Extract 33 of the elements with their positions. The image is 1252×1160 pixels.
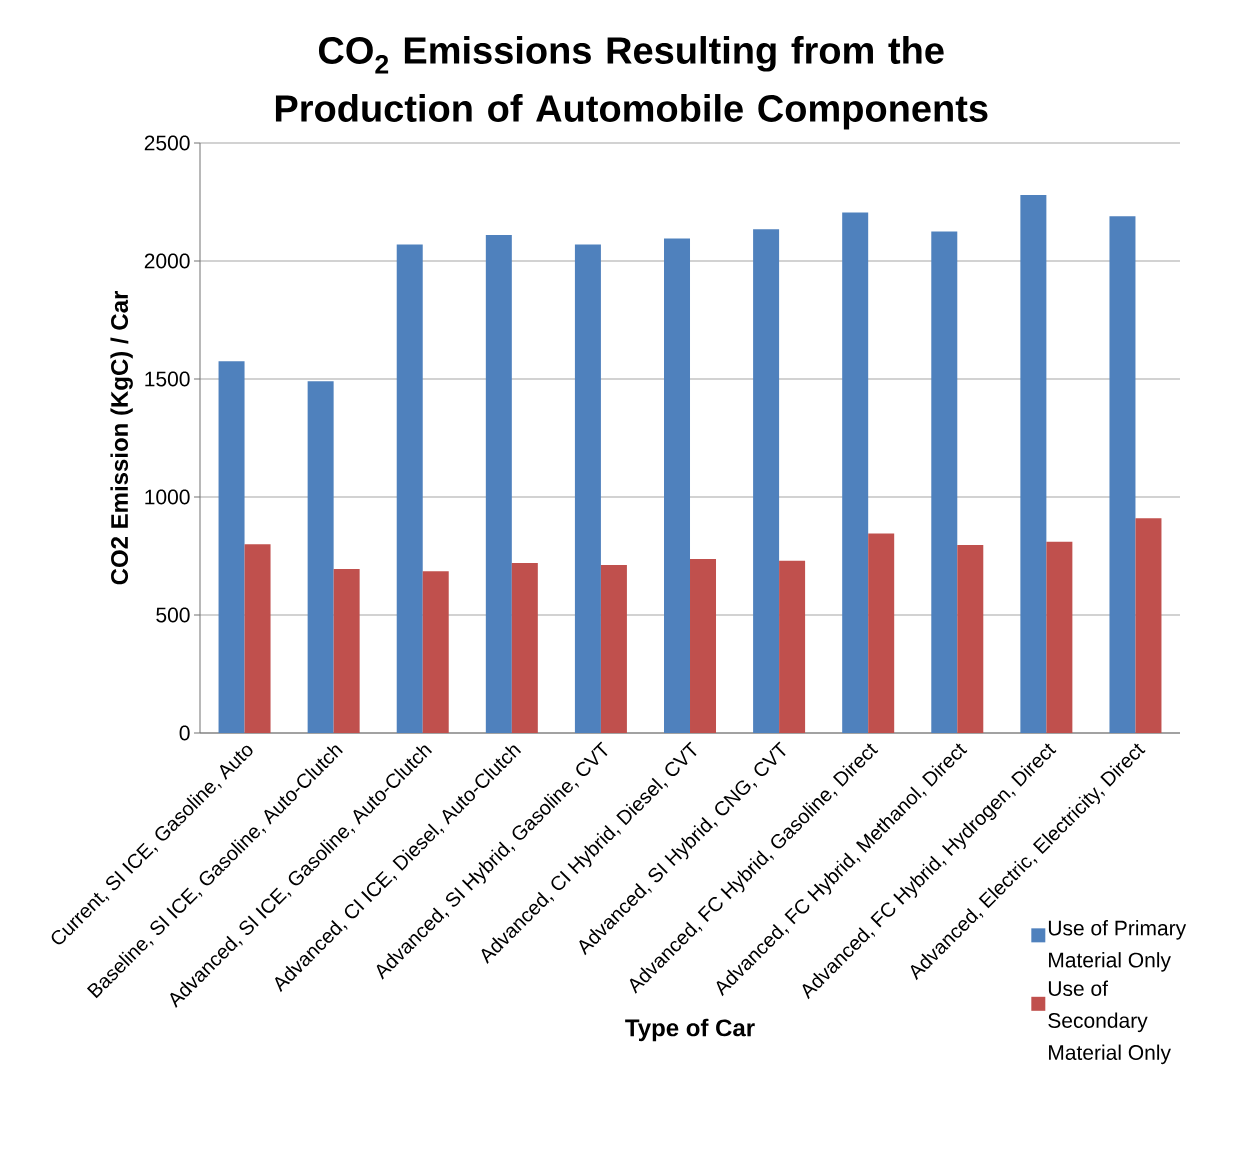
bar [753,229,780,733]
bar [842,212,869,733]
y-tick-label: 2500 [144,135,190,151]
y-tick-label: 2000 [144,253,190,269]
bar [307,381,334,733]
bar [600,564,627,733]
bar [218,361,245,733]
bar [333,568,360,733]
bar [511,563,538,733]
bar [1020,194,1047,733]
y-tick-label: 0 [179,725,190,741]
y-tick-label: 500 [156,607,190,623]
bar [957,544,984,733]
bar [664,238,691,733]
bar [422,571,449,733]
bar [779,560,806,733]
bar [244,544,271,733]
bar [690,559,717,733]
bar [396,244,423,733]
bar [1135,518,1162,733]
bar [931,231,958,733]
legend-label: Use of Primary Material Only [1048,920,1187,972]
bar [1109,216,1136,733]
y-tick-label: 1000 [145,489,190,505]
chart-title: CO$_{2}$ Emissions Resulting from the Production of Automobile Components [275,36,988,130]
bar [574,244,601,733]
bar [868,533,895,733]
bar [485,235,512,733]
legend-label: Use of Secondary Material Only [1048,980,1171,1065]
x-axis-title: Type of Car [625,1018,755,1042]
bar [1046,541,1073,733]
y-axis-title: CO2 Emission (KgC) / Car [110,291,133,585]
y-tick-label: 1500 [145,371,190,387]
